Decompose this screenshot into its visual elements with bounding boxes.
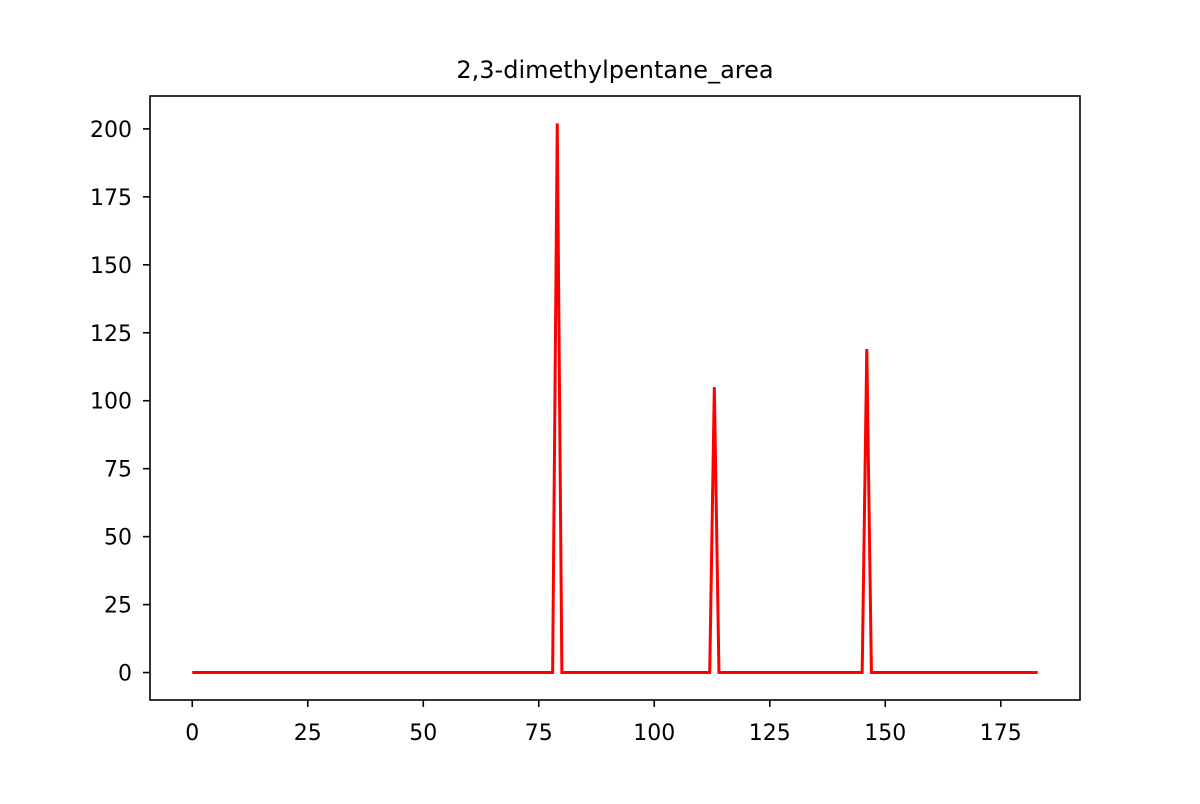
x-tick-label: 150 <box>864 721 906 746</box>
x-tick-label: 125 <box>749 721 791 746</box>
y-tick-label: 100 <box>90 390 132 415</box>
y-tick-label: 0 <box>118 662 132 687</box>
y-tick-label: 175 <box>90 186 132 211</box>
x-tick-label: 175 <box>980 721 1022 746</box>
y-tick-label: 200 <box>90 118 132 143</box>
x-tick-label: 50 <box>409 721 437 746</box>
y-tick-label: 50 <box>104 526 132 551</box>
y-tick-label: 150 <box>90 254 132 279</box>
y-tick-label: 25 <box>104 594 132 619</box>
y-tick-label: 125 <box>90 322 132 347</box>
plot-frame <box>149 95 1081 701</box>
x-tick-label: 0 <box>185 721 199 746</box>
x-tick-label: 25 <box>294 721 322 746</box>
x-tick-label: 100 <box>633 721 675 746</box>
x-tick-label: 75 <box>525 721 553 746</box>
chart-title: 2,3-dimethylpentane_area <box>456 56 773 84</box>
series-line-0 <box>192 123 1038 675</box>
plot-layer: 0 25 50 75 100 125 150 175 0 25 50 75 100 125 150 175 20… <box>90 95 1081 746</box>
y-tick-label: 75 <box>104 458 132 483</box>
